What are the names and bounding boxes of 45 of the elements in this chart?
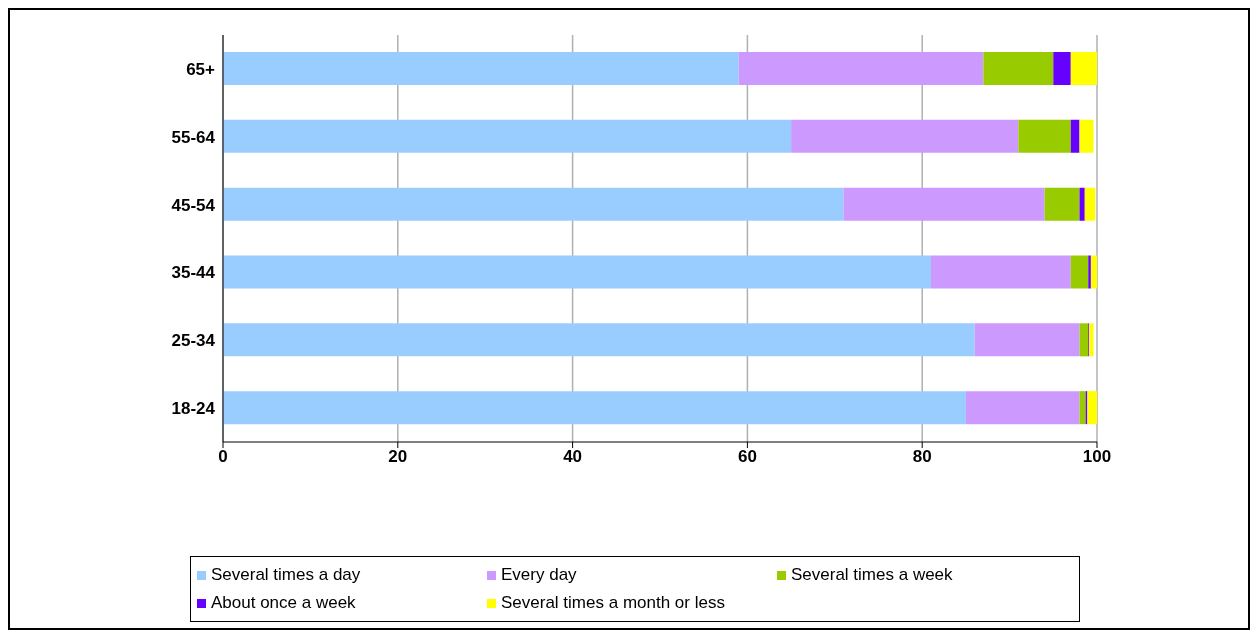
bar	[965, 391, 1080, 425]
bar	[223, 187, 844, 221]
y-tick-label: 65+	[186, 59, 216, 79]
bar	[223, 391, 966, 425]
bar	[1018, 119, 1071, 153]
y-tick-label: 45-54	[171, 195, 216, 215]
x-tick-label: 0	[218, 447, 228, 467]
bar	[223, 255, 931, 289]
bar	[1079, 323, 1089, 357]
legend-label: Several times a week	[791, 565, 953, 585]
legend-label: Every day	[501, 565, 577, 585]
bar	[1079, 187, 1085, 221]
bar	[1070, 255, 1089, 289]
bar	[1053, 52, 1071, 85]
x-tick-label: 40	[563, 447, 583, 467]
bar	[930, 255, 1071, 289]
legend-label: Several times a month or less	[501, 593, 725, 613]
bar	[1090, 255, 1097, 289]
bar	[974, 323, 1080, 357]
bar	[843, 187, 1045, 221]
bar	[791, 119, 1019, 153]
y-tick-label: 25-34	[171, 331, 216, 351]
bar	[1087, 391, 1097, 425]
bar	[1070, 119, 1080, 153]
bar	[1079, 391, 1086, 425]
bar	[983, 52, 1054, 85]
legend-label: Several times a day	[211, 565, 361, 585]
bar	[1079, 119, 1094, 153]
y-tick-label: 35-44	[171, 263, 216, 283]
bar	[223, 323, 975, 357]
x-tick-label: 20	[388, 447, 408, 467]
y-tick-label: 18-24	[171, 399, 216, 419]
bar	[223, 52, 739, 85]
bar	[1044, 187, 1080, 221]
bar	[1084, 187, 1096, 221]
x-tick-label: 100	[1082, 447, 1112, 467]
bar	[223, 119, 792, 153]
x-tick-label: 80	[912, 447, 932, 467]
bar	[1089, 323, 1094, 357]
bar	[738, 52, 984, 85]
legend-label: About once a week	[211, 593, 356, 613]
bar	[1088, 255, 1091, 289]
x-tick-label: 60	[737, 447, 757, 467]
y-tick-label: 55-64	[171, 127, 216, 147]
bar	[1070, 52, 1097, 85]
